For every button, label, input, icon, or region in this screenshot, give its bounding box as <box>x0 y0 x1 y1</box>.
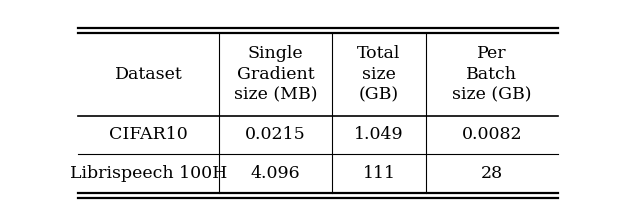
Text: CIFAR10: CIFAR10 <box>109 127 188 144</box>
Text: Total
size
(GB): Total size (GB) <box>357 45 401 104</box>
Text: 28: 28 <box>481 165 503 182</box>
Text: 0.0082: 0.0082 <box>462 127 522 144</box>
Text: 111: 111 <box>363 165 396 182</box>
Text: Dataset: Dataset <box>115 66 182 83</box>
Text: 1.049: 1.049 <box>354 127 404 144</box>
Text: Single
Gradient
size (MB): Single Gradient size (MB) <box>234 45 317 104</box>
Text: 0.0215: 0.0215 <box>246 127 306 144</box>
Text: Per
Batch
size (GB): Per Batch size (GB) <box>452 45 532 104</box>
Text: Librispeech 100H: Librispeech 100H <box>69 165 227 182</box>
Text: 4.096: 4.096 <box>251 165 301 182</box>
